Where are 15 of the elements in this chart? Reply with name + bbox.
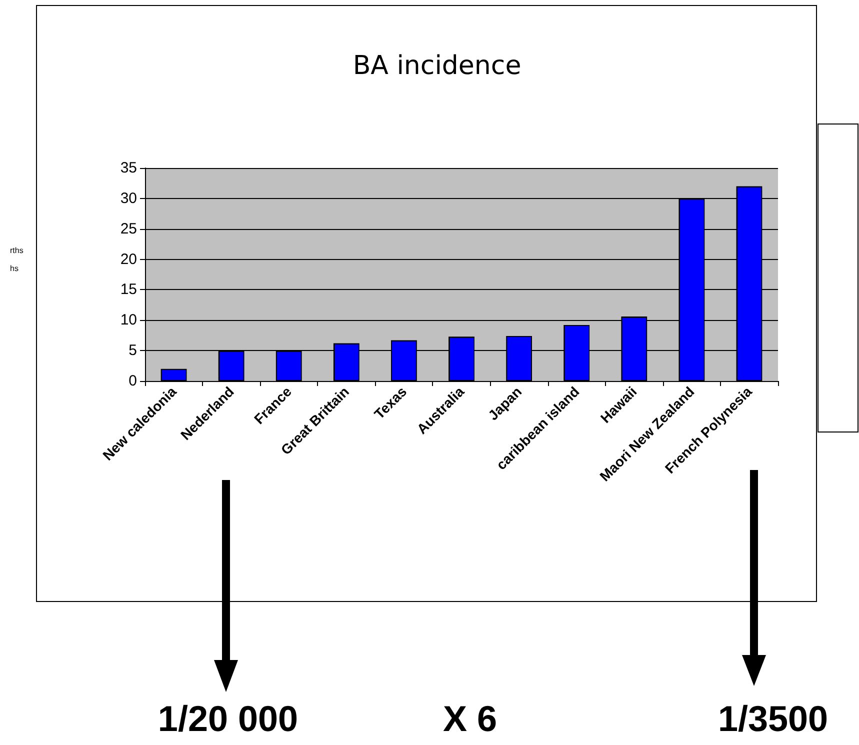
- text: 1/3500: [718, 698, 828, 740]
- text: hs: [10, 264, 18, 273]
- text: rths: [10, 246, 24, 255]
- text: 1/20 000: [158, 698, 298, 740]
- text: X 6: [442, 698, 498, 740]
- y-tick-label: 20: [120, 250, 137, 268]
- y-tick-label: 30: [120, 190, 137, 207]
- y-tick-label: 10: [120, 312, 137, 329]
- y-tick-label: 5: [128, 342, 137, 360]
- bar: [160, 368, 187, 381]
- chart-title: BA incidence: [352, 51, 522, 81]
- y-tick-label: 0: [128, 372, 137, 390]
- y-tick-label: 35: [120, 160, 137, 176]
- y-tick-label: 15: [120, 281, 137, 298]
- y-tick-label: 25: [120, 220, 137, 238]
